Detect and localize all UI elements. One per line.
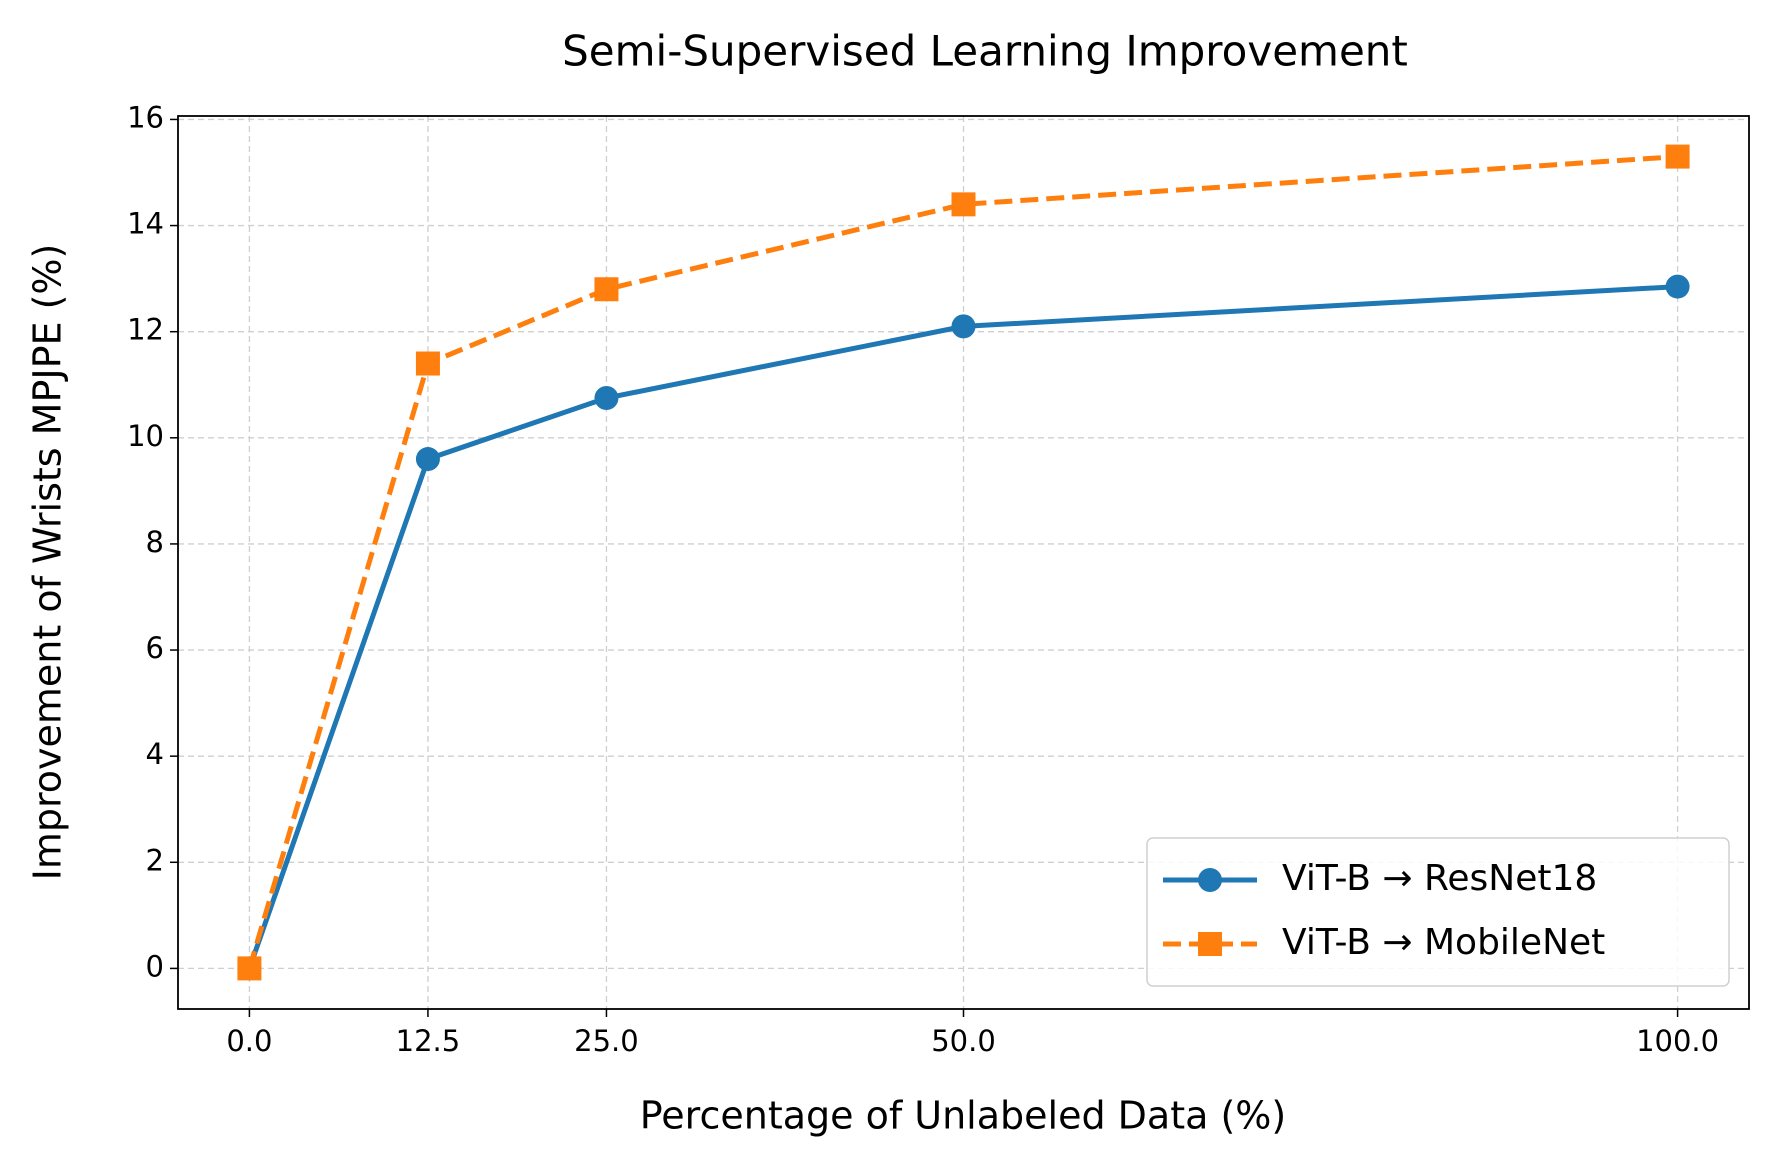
legend-label: ViT-B → MobileNet — [1282, 922, 1605, 963]
marker — [594, 277, 619, 302]
x-tick-label: 0.0 — [226, 1024, 272, 1058]
y-tick-label: 8 — [146, 525, 164, 559]
y-tick-label: 10 — [127, 419, 164, 453]
marker — [237, 956, 262, 981]
series-line — [247, 154, 1678, 970]
plot-frame — [177, 115, 1750, 1010]
y-tick-label: 14 — [127, 207, 164, 241]
y-tick-label: 6 — [146, 631, 164, 665]
marker — [951, 192, 976, 217]
marker — [1198, 932, 1222, 956]
y-tick-label: 4 — [146, 737, 164, 771]
marker — [594, 386, 619, 411]
marker — [951, 314, 976, 339]
marker — [415, 447, 440, 472]
legend-box — [1146, 837, 1730, 987]
y-tick-label: 16 — [127, 100, 164, 134]
x-tick-label: 12.5 — [396, 1024, 461, 1058]
chart-title: Semi-Supervised Learning Improvement — [562, 27, 1408, 76]
x-tick-label: 100.0 — [1636, 1024, 1719, 1058]
x-tick-label: 50.0 — [931, 1024, 996, 1058]
x-axis-label: Percentage of Unlabeled Data (%) — [640, 1094, 1287, 1138]
y-tick-label: 12 — [127, 313, 164, 347]
marker — [1665, 144, 1690, 169]
marker — [415, 351, 440, 376]
legend: ViT-B → ResNet18 ViT-B → MobileNet — [1146, 837, 1730, 987]
x-tick-label: 25.0 — [574, 1024, 639, 1058]
y-tick-label: 2 — [146, 843, 164, 877]
marker — [1198, 868, 1222, 892]
y-axis-label: Improvement of Wrists MPJPE (%) — [26, 244, 70, 881]
marker — [1665, 274, 1690, 299]
legend-label: ViT-B → ResNet18 — [1282, 858, 1597, 899]
y-tick-label: 0 — [146, 949, 164, 983]
